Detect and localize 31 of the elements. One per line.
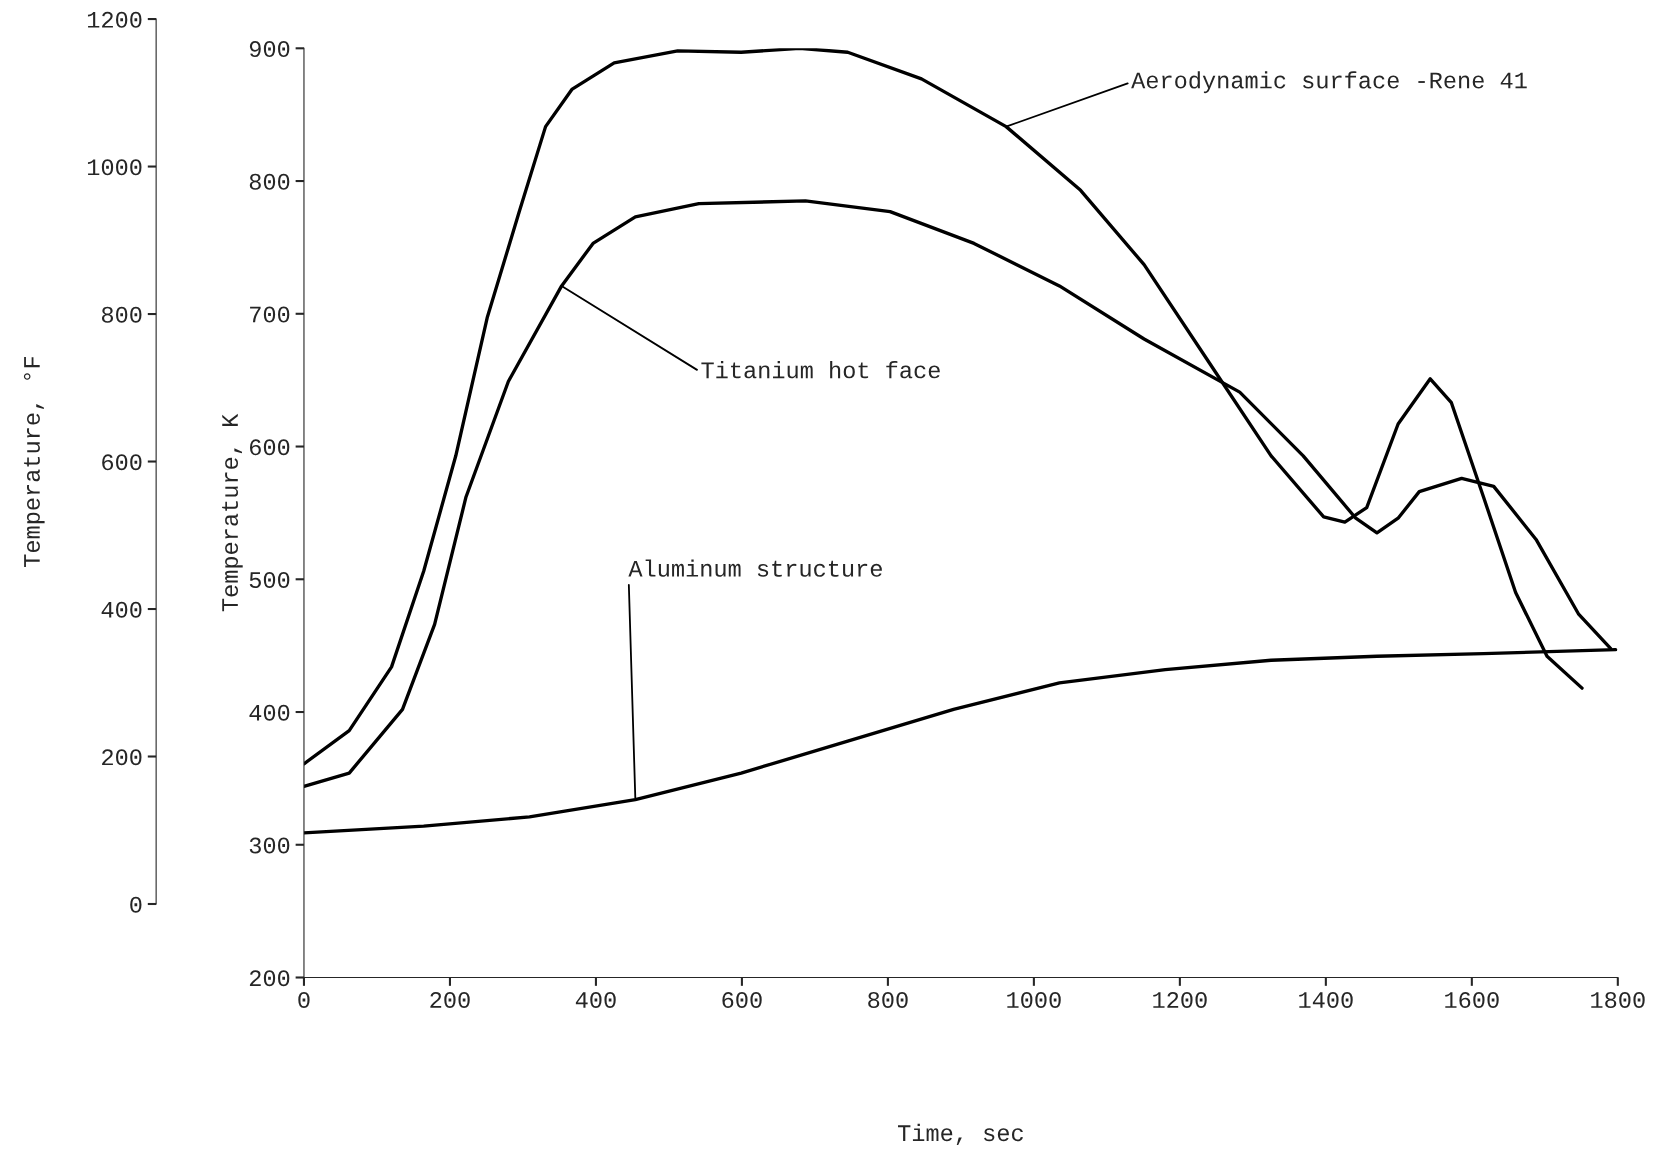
y-tick-label: 900 (249, 41, 290, 58)
y-tick-label: 200 (249, 970, 290, 987)
x-tick-label: 0 (298, 992, 310, 1009)
annotation: Aerodynamic surface -Rene 41 (1131, 71, 1527, 94)
x-tick-label: 1400 (1299, 992, 1353, 1009)
x-tick-label: 200 (430, 992, 470, 1009)
x-tick-label: 1200 (1153, 992, 1207, 1009)
y2-tick-label: 800 (101, 306, 142, 323)
y-tick-label: 400 (249, 704, 290, 721)
y2-tick-label: 0 (130, 896, 142, 913)
y-tick-label: 800 (249, 173, 290, 190)
y2-axis-title: Temperature, °F (23, 356, 45, 567)
x-tick-label: 800 (868, 992, 908, 1009)
y-axis-title: Temperature, K (222, 413, 243, 612)
y-tick-label: 300 (249, 837, 290, 854)
y2-tick-label: 1000 (87, 159, 142, 176)
x-tick-label: 1800 (1591, 992, 1645, 1009)
x-tick-label: 400 (575, 992, 616, 1009)
annotation: Aluminum structure (628, 559, 882, 577)
x-axis-title: Time, sec (898, 1123, 1023, 1146)
annotation: Titanium hot face (701, 361, 940, 379)
y2-tick-label: 400 (101, 601, 142, 618)
x-tick-label: 1600 (1445, 992, 1499, 1009)
y2-tick-label: 1200 (87, 11, 142, 28)
y-tick-label: 600 (250, 439, 290, 456)
y-tick-label: 500 (249, 572, 290, 589)
x-tick-label: 1000 (1007, 992, 1061, 1009)
y2-tick-label: 200 (102, 749, 142, 766)
y-tick-label: 700 (250, 306, 290, 323)
y2-tick-label: 600 (102, 454, 142, 471)
x-tick-label: 600 (722, 992, 762, 1009)
